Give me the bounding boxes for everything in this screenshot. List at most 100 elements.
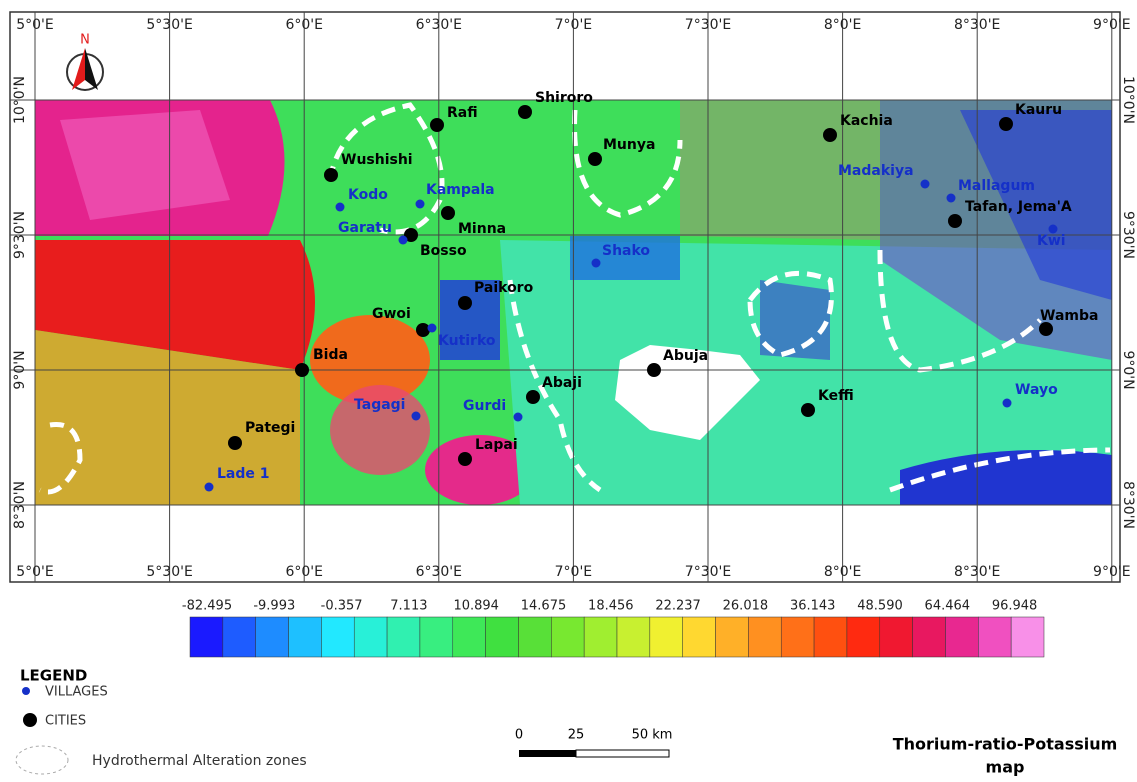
village-label: Kodo [348, 187, 388, 203]
colorbar-label: 36.143 [790, 599, 836, 614]
longitude-label: 8°30'E [954, 564, 1000, 580]
longitude-label: 8°0'E [824, 17, 862, 33]
colorbar-label: 10.894 [453, 599, 499, 614]
village-marker [592, 259, 601, 268]
city-label: Rafi [447, 105, 478, 121]
city-marker [526, 390, 540, 404]
city-label: Gwoi [372, 306, 411, 322]
legend-zones: Hydrothermal Alteration zones [92, 753, 307, 769]
city-label: Abuja [663, 348, 708, 364]
colorbar-cell [748, 617, 781, 657]
colorbar-cell [978, 617, 1011, 657]
colorbar-cell [1011, 617, 1044, 657]
village-label: Madakiya [838, 163, 914, 179]
village-marker [1003, 399, 1012, 408]
latitude-label: 10°0'N [12, 76, 28, 124]
village-marker [428, 324, 437, 333]
city-marker [441, 206, 455, 220]
colorbar-cell [518, 617, 551, 657]
latitude-label: 8°30'N [1120, 481, 1136, 529]
colorbar-cell [256, 617, 289, 657]
longitude-label: 7°30'E [685, 564, 731, 580]
city-label: Paikoro [474, 280, 534, 296]
city-marker [458, 452, 472, 466]
longitude-label: 5°0'E [16, 17, 54, 33]
scale-label: 50 km [632, 728, 673, 743]
colorbar-cell [223, 617, 256, 657]
colorbar-label: 7.113 [390, 599, 427, 614]
city-label: Abaji [542, 375, 582, 391]
latitude-label: 8°30'N [12, 481, 28, 529]
legend-title: LEGEND [20, 667, 87, 685]
village-marker [514, 413, 523, 422]
colorbar-cell [289, 617, 322, 657]
city-marker [430, 118, 444, 132]
colorbar-cell [190, 617, 223, 657]
city-label: Tafan, Jema'A [965, 199, 1072, 215]
colorbar-cell [650, 617, 683, 657]
colorbar-cell [716, 617, 749, 657]
city-marker [518, 105, 532, 119]
map-title: Thorium-ratio-Potassium [893, 735, 1118, 754]
village-marker [399, 236, 408, 245]
village-label: Mallagum [958, 178, 1035, 194]
city-marker [588, 152, 602, 166]
city-label: Bida [313, 347, 348, 363]
scale-label: 25 [568, 728, 585, 743]
colorbar-cell [420, 617, 453, 657]
colorbar-cell [880, 617, 913, 657]
map-title: map [986, 758, 1025, 777]
colorbar-label: 22.237 [655, 599, 701, 614]
scale-bar: 0 25 50 km [515, 728, 673, 758]
colorbar-cell [683, 617, 716, 657]
city-marker [295, 363, 309, 377]
latitude-label: 9°30'N [12, 211, 28, 259]
longitude-label: 5°0'E [16, 564, 54, 580]
latitude-label: 10°0'N [1120, 76, 1136, 124]
latitude-label: 9°30'N [1120, 211, 1136, 259]
city-marker [823, 128, 837, 142]
longitude-label: 9°0'E [1093, 564, 1131, 580]
scale-label: 0 [515, 728, 523, 743]
city-label: Shiroro [535, 90, 593, 106]
colorbar-cell [913, 617, 946, 657]
colorbar-cell [354, 617, 387, 657]
colorbar-cell [453, 617, 486, 657]
colorbar-cell [814, 617, 847, 657]
colorbar-label: -9.993 [253, 599, 295, 614]
village-marker [921, 180, 930, 189]
longitude-label: 8°30'E [954, 17, 1000, 33]
village-label: Lade 1 [217, 466, 270, 482]
colorbar-cell [781, 617, 814, 657]
village-label: Garatu [338, 220, 392, 236]
city-label: Bosso [420, 243, 467, 259]
colorbar-cell [584, 617, 617, 657]
city-label: Munya [603, 137, 655, 153]
colorbar-label: 48.590 [857, 599, 903, 614]
colorbar-cell [945, 617, 978, 657]
colorbar-cell [321, 617, 354, 657]
colorbar-cell [486, 617, 519, 657]
village-marker [412, 412, 421, 421]
village-label: Tagagi [354, 397, 405, 413]
colorbar-label: 26.018 [723, 599, 769, 614]
village-label: Kwi [1037, 233, 1066, 249]
colorbar-cell [617, 617, 650, 657]
longitude-label: 7°0'E [555, 564, 593, 580]
latitude-label: 9°0'N [12, 350, 28, 389]
village-label: Wayo [1015, 382, 1058, 398]
north-label: N [80, 33, 90, 48]
village-label: Gurdi [463, 398, 506, 414]
city-marker [801, 403, 815, 417]
longitude-label: 6°30'E [416, 17, 462, 33]
colorbar-cell [847, 617, 880, 657]
city-label: Lapai [475, 437, 518, 453]
colorbar-label: -0.357 [321, 599, 363, 614]
city-label: Keffi [818, 388, 854, 404]
village-marker [205, 483, 214, 492]
longitude-label: 7°0'E [555, 17, 593, 33]
city-marker [324, 168, 338, 182]
colorbar-label: 64.464 [925, 599, 971, 614]
map-canvas: 5°0'E5°0'E5°30'E5°30'E6°0'E6°0'E6°30'E6°… [0, 0, 1137, 782]
